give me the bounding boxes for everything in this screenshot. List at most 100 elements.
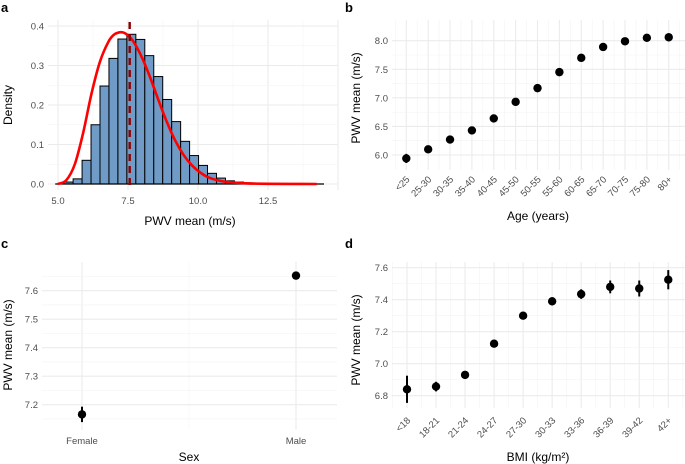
panel-label-d: d — [345, 236, 353, 251]
data-point — [635, 284, 644, 293]
data-point — [576, 289, 586, 299]
data-point — [402, 385, 412, 394]
panel-a-histogram: a 0.0 0.1 0.2 0.3 0.4 5.0 7.5 10.0 12.5 PWV mea… — [1, 0, 339, 228]
panel-b-y-axis-title: PWV mean (m/s) — [349, 52, 363, 143]
y-tick-label: 7.4 — [25, 343, 38, 354]
histogram-bar — [171, 121, 182, 185]
data-point — [291, 271, 301, 280]
x-tick-label: 25-30 — [409, 174, 434, 199]
x-tick-label: 30-35 — [431, 174, 456, 199]
data-point — [555, 67, 564, 77]
x-tick-label: 55-60 — [541, 174, 566, 199]
data-point — [489, 339, 499, 348]
y-tick-label: 6.5 — [375, 122, 388, 133]
y-tick-label: 0.0 — [31, 180, 44, 191]
y-tick-label: 7.5 — [375, 65, 388, 76]
y-tick-label: 6.0 — [375, 151, 388, 162]
panel-a-x-ticks: 5.0 7.5 10.0 12.5 — [51, 196, 277, 207]
x-tick-label: 42+ — [655, 415, 674, 434]
data-point — [598, 42, 608, 52]
panel-a-y-ticks: 0.0 0.1 0.2 0.3 0.4 — [31, 22, 44, 191]
y-tick-label: 0.1 — [31, 140, 44, 151]
data-point — [664, 275, 673, 284]
data-point — [547, 297, 557, 306]
x-tick-label: 65-70 — [584, 174, 609, 199]
panel-b-points — [402, 33, 673, 164]
histogram-bar — [117, 38, 128, 185]
data-point — [518, 311, 528, 320]
x-tick-label: 7.5 — [121, 196, 134, 207]
data-point — [577, 53, 586, 63]
histogram-bar — [90, 124, 101, 185]
panel-d-points — [402, 270, 673, 403]
data-point — [511, 97, 520, 107]
y-tick-label: 0.4 — [31, 22, 44, 33]
y-tick-label: 7.6 — [25, 286, 38, 297]
x-tick-label: 18-21 — [417, 415, 442, 440]
panel-label-c: c — [1, 236, 8, 251]
data-point — [423, 145, 433, 154]
panel-c-y-axis-title: PWV mean (m/s) — [1, 299, 15, 390]
x-tick-label: 24-27 — [475, 415, 500, 440]
histogram-bar — [72, 178, 83, 185]
x-tick-label: 39-42 — [620, 415, 645, 440]
x-tick-label: Male — [286, 436, 307, 447]
panel-a-y-axis-title: Density — [1, 85, 15, 125]
panel-c-x-ticks: Female Male — [66, 436, 306, 447]
data-point — [77, 410, 87, 419]
x-tick-label: 30-33 — [533, 415, 558, 440]
x-tick-label: 70-75 — [606, 174, 631, 199]
panel-label-b: b — [345, 0, 353, 15]
panel-c-y-ticks: 7.2 7.3 7.4 7.5 7.6 — [25, 286, 38, 411]
data-point — [489, 114, 498, 123]
y-tick-label: 7.2 — [25, 400, 38, 411]
data-point — [642, 33, 652, 43]
panel-d-x-axis-title: BMI (kg/m²) — [507, 450, 570, 464]
data-point — [533, 83, 542, 93]
y-tick-label: 6.8 — [375, 391, 388, 402]
x-tick-label: 45-50 — [497, 174, 522, 199]
panel-c-points — [77, 271, 301, 423]
x-tick-label: 60-65 — [562, 174, 587, 199]
panel-c-grid — [42, 262, 337, 430]
data-point — [460, 370, 470, 380]
density-curve — [57, 30, 317, 186]
panel-b-x-axis-title: Age (years) — [507, 209, 569, 223]
panel-d-y-ticks: 6.8 7.0 7.2 7.4 7.6 — [375, 263, 388, 402]
histogram-bar — [99, 85, 110, 185]
y-tick-label: 7.0 — [375, 359, 388, 370]
data-point — [606, 282, 615, 292]
y-tick-label: 7.0 — [375, 93, 388, 104]
panel-b-grid — [392, 20, 685, 170]
data-point — [620, 37, 630, 46]
data-point — [467, 126, 477, 135]
panel-a-bars — [63, 33, 280, 185]
panel-b-age: b 6.0 6.5 7.0 7.5 8.0 <2525-3030-3535-4040-4… — [345, 0, 685, 223]
x-tick-label: <18 — [394, 415, 413, 434]
x-tick-label: 40-45 — [475, 174, 500, 199]
x-tick-label: 10.0 — [189, 196, 208, 207]
data-point — [402, 154, 411, 163]
x-tick-label: 12.5 — [259, 196, 278, 207]
y-tick-label: 0.3 — [31, 61, 44, 72]
data-point — [445, 135, 455, 144]
x-tick-label: 35-40 — [453, 174, 478, 199]
panel-b-x-ticks: <2525-3030-3535-4040-4545-5050-5555-6060… — [393, 174, 675, 199]
y-tick-label: 7.5 — [25, 315, 38, 326]
panel-a-x-axis-title: PWV mean (m/s) — [144, 214, 235, 228]
y-tick-label: 7.6 — [375, 263, 388, 274]
panel-c-sex: c 7.2 7.3 7.4 7.5 7.6 Female Male Sex PWV mea… — [1, 236, 337, 464]
y-tick-label: 7.3 — [25, 372, 38, 383]
panel-d-y-axis-title: PWV mean (m/s) — [349, 294, 363, 385]
histogram-bar — [108, 57, 119, 185]
x-tick-label: 80+ — [656, 174, 675, 193]
x-tick-label: 21-24 — [446, 415, 471, 440]
x-tick-label: Female — [66, 436, 98, 447]
x-tick-label: 36-39 — [591, 415, 616, 440]
panel-label-a: a — [1, 0, 9, 15]
panel-d-bmi: d 6.8 7.0 7.2 7.4 7.6 <18 18-21 21-24 24-27 27-3… — [345, 236, 685, 464]
panel-b-y-ticks: 6.0 6.5 7.0 7.5 8.0 — [375, 36, 388, 161]
panel-a-density-curve — [57, 30, 317, 186]
panel-d-x-ticks: <18 18-21 21-24 24-27 27-30 30-33 33-36 36-39 39… — [394, 415, 675, 440]
